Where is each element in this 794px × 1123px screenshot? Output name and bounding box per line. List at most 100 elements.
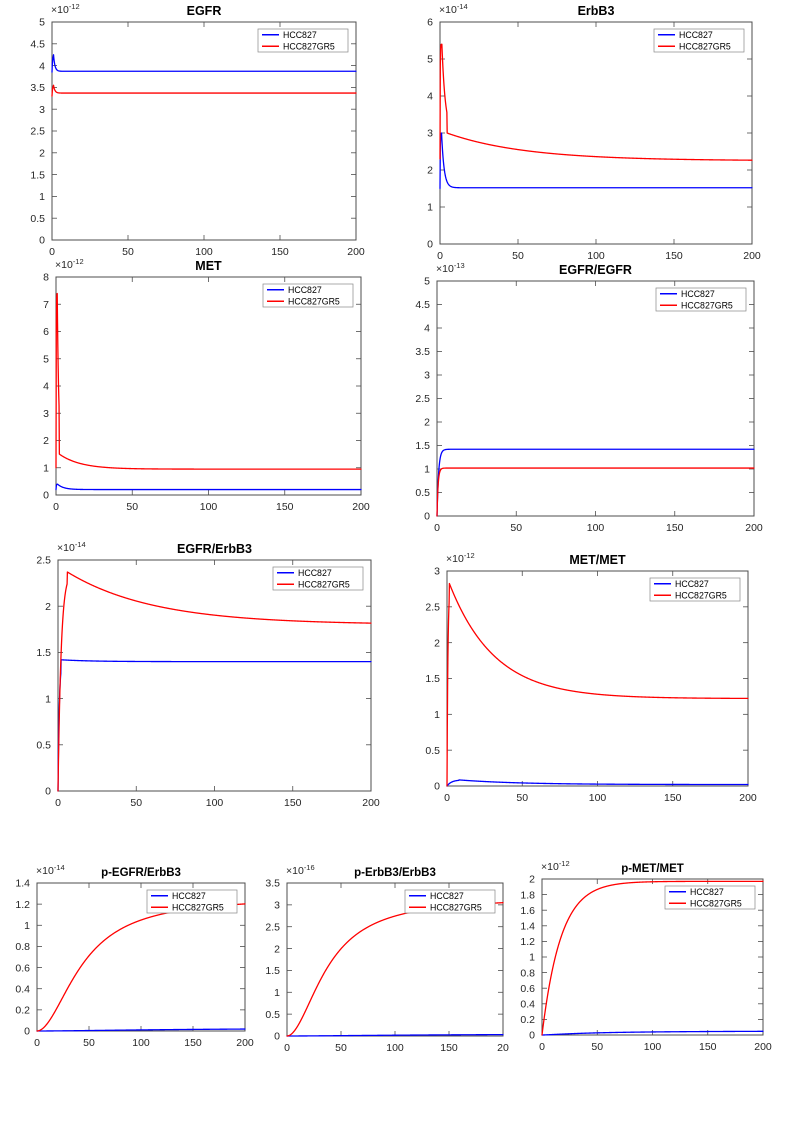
svg-text:HCC827GR5: HCC827GR5 (690, 898, 742, 908)
svg-text:0.5: 0.5 (30, 213, 45, 225)
svg-text:1.5: 1.5 (425, 673, 440, 685)
svg-text:0: 0 (49, 246, 55, 258)
svg-text:5: 5 (39, 17, 45, 29)
svg-text:HCC827GR5: HCC827GR5 (298, 579, 350, 589)
svg-text:3: 3 (427, 128, 433, 140)
svg-text:150: 150 (184, 1037, 202, 1049)
svg-text:p-ErbB3/ErbB3: p-ErbB3/ErbB3 (354, 867, 436, 879)
svg-text:HCC827: HCC827 (675, 579, 709, 589)
svg-text:1.5: 1.5 (30, 169, 45, 181)
svg-text:0: 0 (424, 511, 430, 523)
svg-text:0.6: 0.6 (15, 962, 30, 974)
svg-text:1.2: 1.2 (15, 899, 30, 911)
svg-text:150: 150 (666, 522, 684, 534)
svg-text:200: 200 (754, 1041, 772, 1053)
svg-text:3: 3 (434, 566, 440, 578)
svg-text:3.5: 3.5 (415, 346, 430, 358)
svg-text:6: 6 (43, 326, 49, 338)
svg-text:0.8: 0.8 (15, 941, 30, 953)
svg-text:HCC827: HCC827 (679, 30, 713, 40)
svg-text:200: 200 (743, 250, 761, 262)
svg-text:4.5: 4.5 (415, 299, 430, 311)
svg-text:200: 200 (745, 522, 763, 534)
svg-text:0.2: 0.2 (15, 1005, 30, 1017)
svg-text:3: 3 (274, 900, 280, 912)
svg-text:EGFR/EGFR: EGFR/EGFR (559, 263, 632, 277)
svg-text:2: 2 (274, 943, 280, 955)
svg-text:100: 100 (587, 250, 605, 262)
svg-text:0: 0 (39, 235, 45, 247)
svg-text:1: 1 (529, 952, 535, 964)
svg-text:EGFR: EGFR (187, 4, 222, 18)
svg-text:3: 3 (43, 408, 49, 420)
svg-text:HCC827: HCC827 (172, 891, 206, 901)
svg-text:0.5: 0.5 (36, 740, 51, 752)
svg-text:50: 50 (516, 792, 528, 804)
svg-text:4: 4 (427, 91, 433, 103)
svg-text:HCC827: HCC827 (298, 568, 332, 578)
svg-text:200: 200 (236, 1037, 254, 1049)
svg-text:50: 50 (83, 1037, 95, 1049)
svg-text:150: 150 (665, 250, 683, 262)
svg-text:HCC827GR5: HCC827GR5 (283, 41, 335, 51)
svg-text:50: 50 (512, 250, 524, 262)
svg-text:1: 1 (427, 202, 433, 214)
svg-text:150: 150 (284, 797, 302, 809)
svg-text:1: 1 (434, 709, 440, 721)
svg-text:1: 1 (424, 464, 430, 476)
svg-text:0.5: 0.5 (265, 1009, 280, 1021)
svg-text:7: 7 (43, 299, 49, 311)
svg-text:0.8: 0.8 (520, 967, 535, 979)
svg-text:1.5: 1.5 (265, 965, 280, 977)
svg-text:0: 0 (55, 797, 61, 809)
svg-text:50: 50 (591, 1041, 603, 1053)
svg-text:2: 2 (45, 601, 51, 613)
svg-text:HCC827GR5: HCC827GR5 (681, 300, 733, 310)
svg-text:p-EGFR/ErbB3: p-EGFR/ErbB3 (101, 867, 181, 879)
svg-text:1.4: 1.4 (15, 878, 30, 890)
svg-text:4: 4 (424, 323, 430, 335)
svg-text:0: 0 (427, 239, 433, 251)
svg-text:2: 2 (39, 148, 45, 160)
svg-text:1: 1 (43, 462, 49, 474)
svg-text:100: 100 (200, 501, 218, 513)
svg-text:ErbB3: ErbB3 (578, 4, 615, 18)
svg-text:150: 150 (699, 1041, 717, 1053)
svg-text:1: 1 (39, 191, 45, 203)
svg-text:1.5: 1.5 (36, 647, 51, 659)
svg-text:1: 1 (274, 987, 280, 999)
svg-text:100: 100 (587, 522, 605, 534)
svg-text:0: 0 (43, 490, 49, 502)
svg-text:p-MET/MET: p-MET/MET (621, 863, 684, 875)
svg-text:0.5: 0.5 (425, 745, 440, 757)
svg-text:200: 200 (352, 501, 370, 513)
svg-text:1: 1 (24, 920, 30, 932)
svg-text:0: 0 (45, 786, 51, 798)
svg-text:3.5: 3.5 (30, 82, 45, 94)
svg-text:MET/MET: MET/MET (569, 553, 626, 567)
svg-text:50: 50 (130, 797, 142, 809)
svg-text:2.5: 2.5 (425, 602, 440, 614)
svg-text:0.4: 0.4 (15, 983, 30, 995)
svg-text:5: 5 (424, 276, 430, 288)
svg-text:5: 5 (427, 54, 433, 66)
svg-text:HCC827: HCC827 (681, 289, 715, 299)
svg-text:0.5: 0.5 (415, 487, 430, 499)
svg-text:20: 20 (497, 1042, 509, 1054)
svg-text:100: 100 (195, 246, 213, 258)
svg-text:MET: MET (195, 259, 222, 273)
svg-text:0: 0 (274, 1031, 280, 1043)
svg-text:0: 0 (434, 522, 440, 534)
svg-text:4: 4 (43, 381, 49, 393)
svg-text:50: 50 (335, 1042, 347, 1054)
svg-text:0: 0 (24, 1026, 30, 1038)
svg-text:HCC827: HCC827 (430, 891, 464, 901)
svg-text:2: 2 (434, 637, 440, 649)
svg-text:150: 150 (271, 246, 289, 258)
svg-text:5: 5 (43, 353, 49, 365)
svg-text:HCC827GR5: HCC827GR5 (430, 902, 482, 912)
svg-text:6: 6 (427, 17, 433, 29)
svg-text:200: 200 (347, 246, 365, 258)
svg-text:1.6: 1.6 (520, 905, 535, 917)
svg-text:2: 2 (424, 417, 430, 429)
